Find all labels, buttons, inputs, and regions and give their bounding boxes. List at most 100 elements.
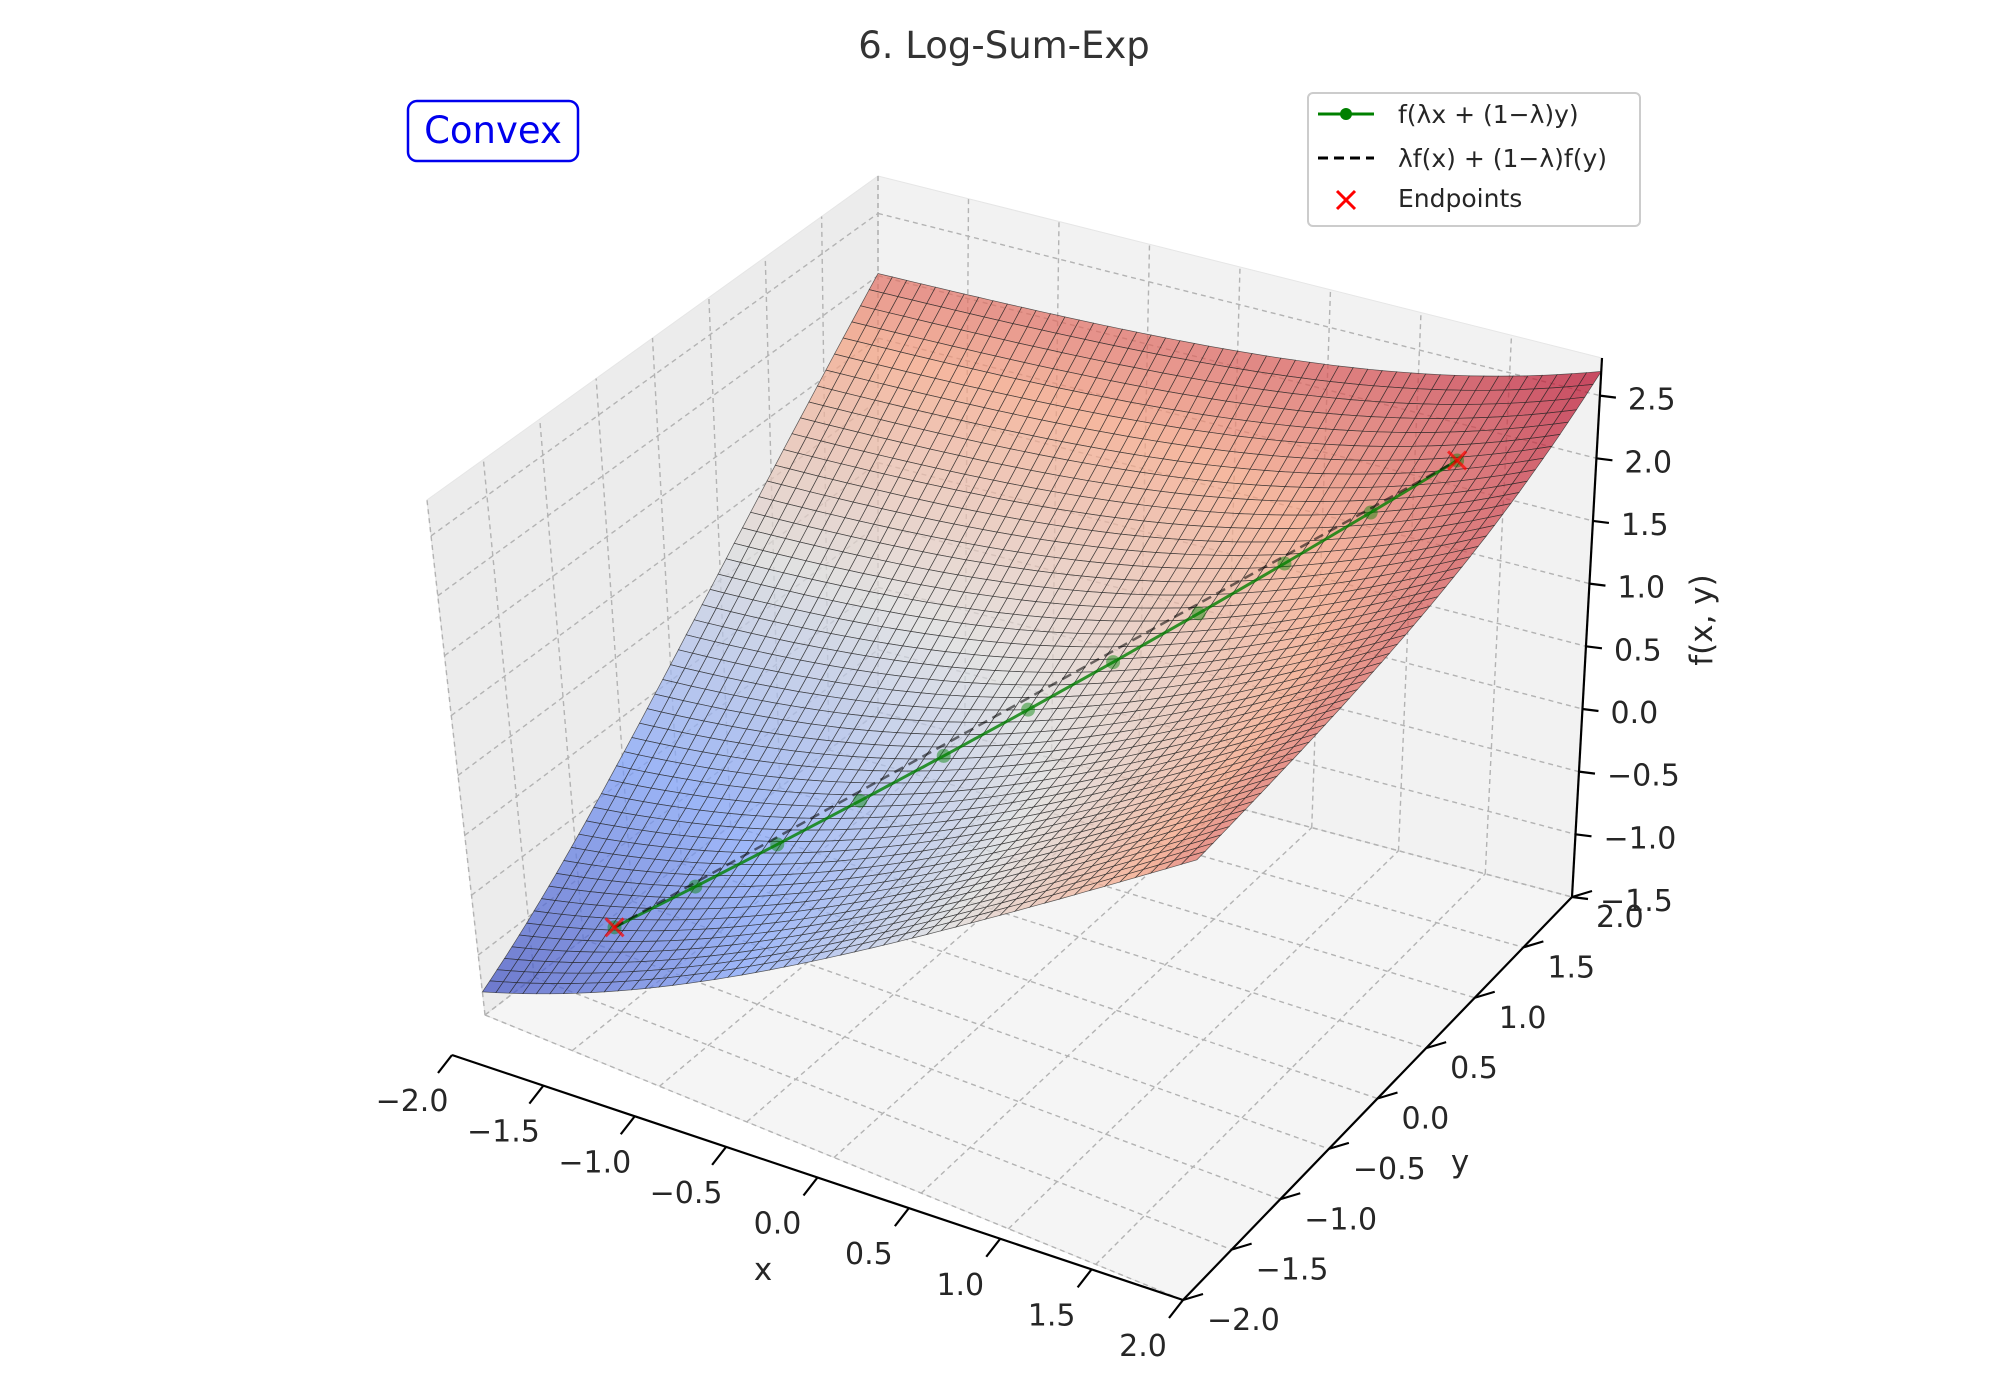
y-tick-label-3: −0.5 bbox=[1353, 1152, 1426, 1187]
z-tick-1 bbox=[1575, 833, 1592, 838]
y-tick-label-5: 0.5 bbox=[1450, 1051, 1498, 1086]
y-tick-2 bbox=[1279, 1192, 1301, 1201]
grid-back-z-8 bbox=[877, 212, 1601, 397]
z-tick-label-0: −1.5 bbox=[1600, 884, 1673, 919]
grid-left-z-7 bbox=[437, 275, 879, 597]
x-tick-label-0: −2.0 bbox=[376, 1084, 449, 1119]
y-tick-5 bbox=[1425, 1041, 1447, 1050]
convex-badge-box bbox=[406, 99, 580, 163]
endpoint-marker-0 bbox=[604, 917, 625, 938]
series-jensen-marker-2 bbox=[770, 837, 785, 852]
legend-label-2: Endpoints bbox=[1398, 184, 1522, 213]
series-jensen-marker-5 bbox=[1021, 702, 1036, 717]
x-tick-7 bbox=[1076, 1268, 1093, 1289]
series-jensen-marker-9 bbox=[1363, 505, 1378, 520]
z-axis-label: f(x, y) bbox=[1684, 574, 1720, 666]
y-axis-label: y bbox=[1451, 1144, 1469, 1180]
grid-floor-x-5 bbox=[920, 827, 1313, 1194]
y-tick-label-0: −2.0 bbox=[1207, 1303, 1280, 1338]
z-tick-8 bbox=[1599, 394, 1617, 399]
series-jensen-marker-4 bbox=[936, 748, 951, 763]
axes: −2.0−1.5−1.0−0.50.00.51.01.52.0−2.0−1.5−… bbox=[376, 357, 1680, 1364]
grid-floor-y-2 bbox=[583, 938, 1281, 1200]
grid-floor-y-1 bbox=[533, 976, 1232, 1251]
y-tick-1 bbox=[1231, 1242, 1252, 1251]
y-tick-6 bbox=[1474, 990, 1496, 999]
legend-swatch-marker bbox=[1340, 108, 1352, 120]
series-chord-line bbox=[613, 459, 1458, 929]
grid-floor-y-4 bbox=[681, 862, 1378, 1100]
y-tick-8 bbox=[1571, 889, 1593, 899]
x-tick-1 bbox=[528, 1084, 545, 1105]
grid-left-y-1 bbox=[482, 459, 535, 978]
grid-floor-x-4 bbox=[833, 803, 1226, 1159]
x-tick-label-5: 0.5 bbox=[845, 1237, 893, 1272]
z-tick-5 bbox=[1589, 582, 1606, 587]
y-tick-3 bbox=[1328, 1141, 1350, 1150]
x-tick-label-2: −1.0 bbox=[558, 1145, 631, 1180]
x-tick-0 bbox=[437, 1054, 453, 1074]
z-tick-label-8: 2.5 bbox=[1628, 383, 1676, 418]
endpoint-stroke bbox=[604, 917, 625, 938]
grid-left-z-8 bbox=[430, 212, 879, 537]
legend: f(λx + (1−λ)y) λf(x) + (1−λ)f(y) Endpoin… bbox=[1307, 92, 1641, 227]
x-tick-label-4: 0.0 bbox=[754, 1207, 802, 1242]
series-jensen-marker-8 bbox=[1277, 556, 1292, 571]
y-tick-label-2: −1.0 bbox=[1304, 1202, 1377, 1237]
series-jensen-marker-3 bbox=[853, 793, 868, 808]
surface-cell bbox=[1180, 850, 1207, 866]
x-tick-3 bbox=[711, 1146, 727, 1166]
y-tick-label-1: −1.5 bbox=[1256, 1253, 1329, 1288]
series-jensen-marker-6 bbox=[1106, 655, 1121, 670]
grid-left-y-7 bbox=[820, 216, 830, 750]
legend-label-1: λf(x) + (1−λ)f(y) bbox=[1398, 144, 1607, 173]
x-tick-label-6: 1.0 bbox=[936, 1268, 984, 1303]
endpoint-marker-1 bbox=[1447, 450, 1468, 471]
grid-left-y-5 bbox=[708, 297, 732, 826]
grid-floor-y-3 bbox=[632, 900, 1330, 1150]
legend-box bbox=[1307, 92, 1641, 227]
z-tick-label-7: 2.0 bbox=[1624, 445, 1672, 480]
z-tick-label-1: −1.0 bbox=[1604, 821, 1677, 856]
x-tick-4 bbox=[802, 1176, 819, 1197]
grid-left-y-3 bbox=[595, 378, 634, 902]
convex-badge: Convex bbox=[406, 99, 580, 163]
series-lines bbox=[604, 450, 1468, 938]
series-jensen-marker-7 bbox=[1191, 606, 1206, 621]
x-tick-2 bbox=[619, 1115, 636, 1135]
legend-swatch-x bbox=[1335, 189, 1357, 211]
z-tick-4 bbox=[1585, 645, 1603, 650]
grid-left-y-4 bbox=[651, 337, 683, 864]
x-tick-label-3: −0.5 bbox=[650, 1176, 723, 1211]
y-tick-label-8: 2.0 bbox=[1596, 900, 1644, 935]
x-tick-6 bbox=[985, 1238, 1002, 1258]
y-tick-0 bbox=[1182, 1292, 1204, 1302]
y-tick-4 bbox=[1377, 1091, 1398, 1100]
series-jensen-line bbox=[613, 459, 1458, 929]
z-tick-label-5: 1.0 bbox=[1617, 571, 1665, 606]
z-tick-label-4: 0.5 bbox=[1614, 633, 1662, 668]
z-axis-line bbox=[1570, 357, 1604, 898]
z-tick-2 bbox=[1578, 770, 1596, 775]
x-tick-label-8: 2.0 bbox=[1119, 1329, 1167, 1364]
z-tick-7 bbox=[1596, 457, 1613, 462]
z-tick-0 bbox=[1571, 895, 1589, 901]
x-tick-5 bbox=[894, 1207, 910, 1227]
endpoint-stroke bbox=[1447, 450, 1468, 471]
y-tick-label-7: 1.5 bbox=[1547, 950, 1595, 985]
y-tick-label-6: 1.0 bbox=[1499, 1001, 1547, 1036]
surface-mesh bbox=[481, 273, 1602, 995]
z-tick-6 bbox=[1592, 519, 1610, 525]
chart-title: 6. Log-Sum-Exp bbox=[858, 24, 1150, 67]
x-axis-label: x bbox=[754, 1252, 772, 1288]
z-tick-label-3: 0.0 bbox=[1611, 696, 1659, 731]
grid-left-y-2 bbox=[539, 418, 584, 940]
x-tick-8 bbox=[1168, 1299, 1184, 1319]
y-tick-7 bbox=[1523, 940, 1544, 949]
z-tick-label-6: 1.5 bbox=[1621, 508, 1669, 543]
z-tick-3 bbox=[1582, 707, 1599, 713]
grid-floor-x-7 bbox=[1095, 873, 1486, 1265]
z-tick-label-2: −0.5 bbox=[1607, 759, 1680, 794]
y-tick-label-4: 0.0 bbox=[1402, 1102, 1450, 1137]
